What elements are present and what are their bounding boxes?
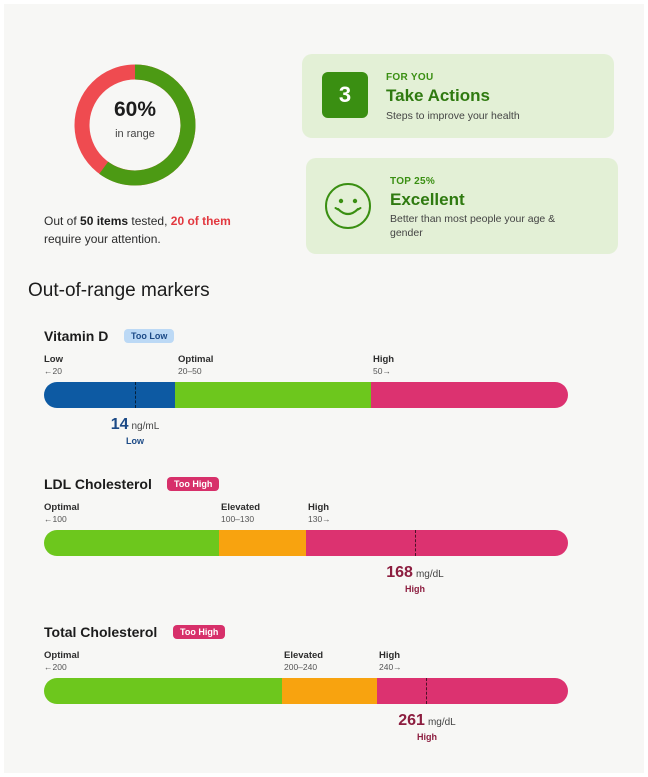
value-number: 14 [110,416,129,433]
donut-ring [74,64,196,186]
donut-in-range-arc [74,64,196,186]
value-number: 168 [386,564,413,581]
actions-title: Take Actions [386,86,490,105]
value-marker-line [426,678,427,704]
range-bar [44,382,568,408]
marker-name: Total Cholesterol [44,624,158,640]
range-segment-high [371,382,568,408]
range-segment-high [377,678,568,704]
value-reading: 261 mg/dL High [382,712,472,742]
summary-suffix: require your attention. [44,232,161,246]
zone-label: Elevated [284,650,324,661]
value-marker-line [135,382,136,408]
page-background: 60% in range Out of 50 items tested, 20 … [4,4,644,773]
in-range-donut-chart: 60% in range [72,62,198,188]
summary-attention-count: 20 of them [170,214,231,228]
value-status: Low [126,436,144,446]
zone-range: ←20 [44,366,62,376]
status-badge: Too High [167,477,220,491]
in-range-label: in range [115,128,155,140]
zone-range: 240→ [379,662,402,672]
zone-range: 50→ [373,366,391,376]
value-unit: mg/dL [415,569,444,580]
zone-range: 20–50 [178,366,202,376]
rank-description: Better than most people your age & gende… [390,213,556,239]
zone-label: Optimal [44,650,80,661]
value-reading: 14 ng/mL Low [90,416,180,446]
value-number: 261 [398,712,425,729]
zone-label: High [308,502,330,513]
summary-mid: tested, [128,214,171,228]
range-segment-elevated [219,530,306,556]
marker-vitamin-d[interactable]: Vitamin D Too Low Low ←20 Optimal 20–50 … [44,328,568,458]
marker-name: LDL Cholesterol [44,476,152,492]
range-segment-low [44,382,175,408]
zone-label: Optimal [178,354,214,365]
summary-text: Out of 50 items tested, 20 of them requi… [44,212,234,248]
marker-name: Vitamin D [44,328,109,344]
zone-label: Optimal [44,502,80,513]
zone-range: 130→ [308,514,331,524]
actions-count-badge: 3 [322,72,368,118]
value-marker-line [415,530,416,556]
zone-range: ←200 [44,662,67,672]
zone-label: Elevated [221,502,261,513]
in-range-percent: 60% [113,98,157,121]
section-title: Out-of-range markers [28,280,210,301]
status-badge: Too Low [124,329,175,343]
value-unit: mg/dL [427,717,456,728]
value-status: High [405,584,425,594]
rank-title: Excellent [390,190,465,209]
take-actions-card[interactable]: 3 FOR YOU Take Actions Steps to improve … [302,54,614,138]
marker-ldl-cholesterol[interactable]: LDL Cholesterol Too High Optimal ←100 El… [44,476,568,606]
zone-range: 200–240 [284,662,318,672]
range-bar [44,530,568,556]
value-unit: ng/mL [131,421,160,432]
range-segment-elevated [282,678,377,704]
zone-label: High [373,354,395,365]
smiley-face-icon [325,183,371,229]
summary-prefix: Out of [44,214,81,228]
actions-kicker: FOR YOU [386,72,434,83]
value-reading: 168 mg/dL High [370,564,460,594]
status-badge: Too High [173,625,226,639]
rank-kicker: TOP 25% [390,176,436,187]
actions-description: Steps to improve your health [386,110,520,122]
zone-label: High [379,650,401,661]
marker-total-cholesterol[interactable]: Total Cholesterol Too High Optimal ←200 … [44,624,568,754]
range-bar [44,678,568,704]
zone-label: Low [44,354,63,365]
value-status: High [417,732,437,742]
summary-items-count: 50 items [80,214,129,228]
range-segment-high [306,530,568,556]
health-rank-card[interactable]: TOP 25% Excellent Better than most peopl… [306,158,618,254]
zone-range: ←100 [44,514,67,524]
range-segment-optimal [44,678,282,704]
zone-range: 100–130 [221,514,255,524]
range-segment-optimal [175,382,371,408]
range-segment-optimal [44,530,219,556]
